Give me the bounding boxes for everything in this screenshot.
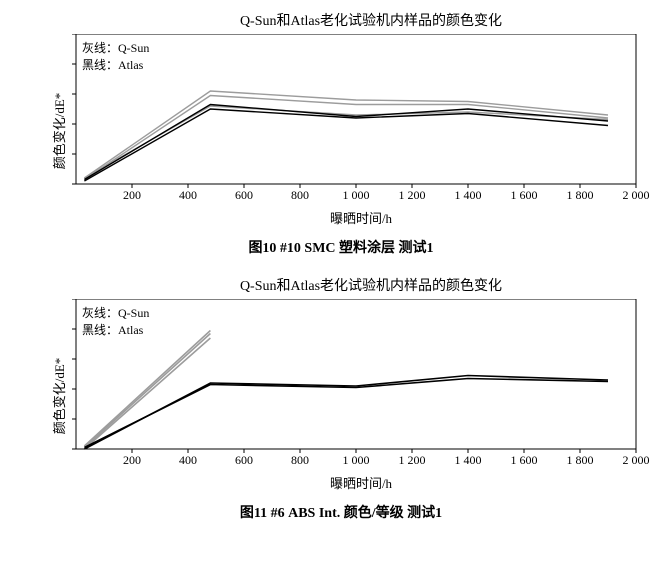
legend-gray: 灰线：Q-Sun [82, 40, 149, 57]
x-tick-label: 1 600 [511, 453, 538, 467]
x-axis-label: 曝晒时间/h [70, 473, 652, 492]
x-tick-label: 1 800 [567, 188, 594, 202]
x-tick-label: 1 000 [343, 188, 370, 202]
x-tick-label: 800 [291, 453, 309, 467]
x-tick-label: 1 000 [343, 453, 370, 467]
chart-wrap: 颜色变化/dE*灰线：Q-Sun黑线：Atlas0246810200400600… [70, 34, 652, 227]
x-tick-label: 1 600 [511, 188, 538, 202]
legend-gray: 灰线：Q-Sun [82, 305, 149, 322]
legend: 灰线：Q-Sun黑线：Atlas [82, 305, 149, 339]
x-tick-label: 200 [123, 188, 141, 202]
chart-block-1: Q-Sun和Atlas老化试验机内样品的颜色变化颜色变化/dE* 灰线：Q-Sun… [10, 275, 662, 522]
x-tick-label: 1 200 [399, 188, 426, 202]
x-tick-label: 1 400 [455, 188, 482, 202]
legend-black: 黑线：Atlas [82, 57, 149, 74]
chart-title: Q-Sun和Atlas老化试验机内样品的颜色变化 [10, 10, 662, 30]
y-axis-label: 颜色变化/dE* [49, 92, 68, 169]
x-axis-label: 曝晒时间/h [70, 208, 652, 227]
x-tick-label: 2 000 [623, 188, 650, 202]
x-tick-label: 1 400 [455, 453, 482, 467]
chart-title: Q-Sun和Atlas老化试验机内样品的颜色变化 [10, 275, 662, 295]
x-tick-label: 600 [235, 453, 253, 467]
chart-wrap: 颜色变化/dE*灰线：Q-Sun黑线：Atlas0246810200400600… [70, 299, 652, 492]
chart-svg: 02468102004006008001 0001 2001 4001 6001… [70, 34, 662, 202]
x-tick-label: 2 000 [623, 453, 650, 467]
x-tick-label: 1 200 [399, 453, 426, 467]
x-tick-label: 200 [123, 453, 141, 467]
x-tick-label: 400 [179, 188, 197, 202]
x-tick-label: 1 800 [567, 453, 594, 467]
chart-svg: 02468102004006008001 0001 2001 4001 6001… [70, 299, 662, 467]
y-axis-label: 颜色变化/dE* [49, 357, 68, 434]
x-tick-label: 800 [291, 188, 309, 202]
legend-black: 黑线：Atlas [82, 322, 149, 339]
figure-caption: 图11 #6 ABS Int. 颜色/等级 测试1 [10, 502, 662, 522]
legend: 灰线：Q-Sun黑线：Atlas [82, 40, 149, 74]
x-tick-label: 600 [235, 188, 253, 202]
figure-caption: 图10 #10 SMC 塑料涂层 测试1 [10, 237, 662, 257]
plot-border [76, 299, 636, 449]
x-tick-label: 400 [179, 453, 197, 467]
chart-block-0: Q-Sun和Atlas老化试验机内样品的颜色变化颜色变化/dE* 灰线：Q-Sun… [10, 10, 662, 257]
